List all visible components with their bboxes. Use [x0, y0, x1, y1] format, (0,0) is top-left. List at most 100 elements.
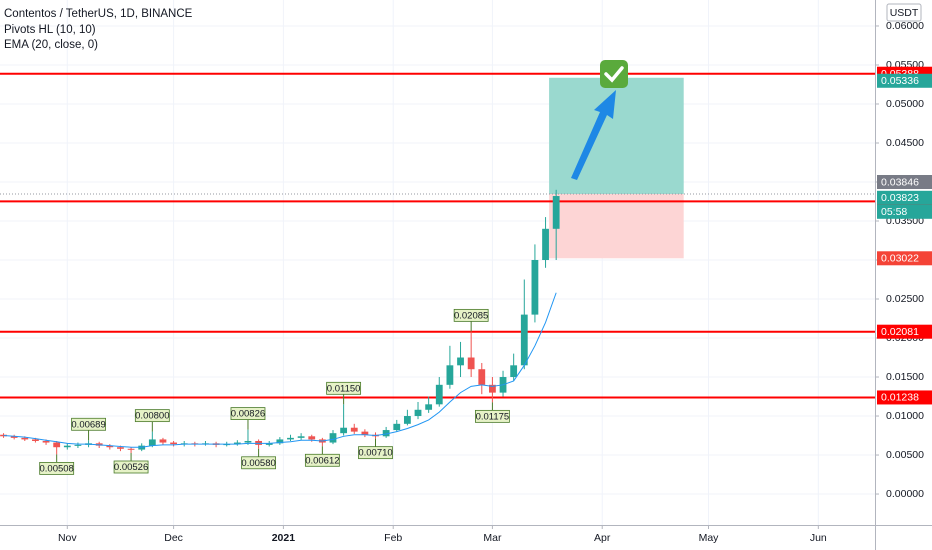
entry-badge-label: 0.03846: [881, 176, 919, 188]
candle-body: [276, 439, 284, 444]
x-tick-label: Dec: [164, 532, 183, 544]
target-zone: [549, 77, 684, 195]
pivot-label: 0.00710: [358, 448, 392, 459]
candle-body: [127, 448, 135, 450]
candle-body: [63, 445, 71, 448]
stop-badge-label: 0.03022: [881, 253, 919, 265]
x-tick-label: Nov: [58, 532, 77, 544]
x-tick-label: 2021: [272, 532, 296, 544]
pivot-box: [241, 456, 277, 470]
entry-badge: [877, 175, 932, 190]
x-tick-label: Apr: [594, 532, 611, 544]
candle-body: [414, 409, 422, 417]
y-tick-label: 0.05000: [886, 98, 924, 110]
candle-body: [382, 430, 390, 437]
candle-body: [393, 423, 401, 431]
level-badge: [877, 390, 932, 405]
candle-body: [446, 365, 454, 385]
candle-body: [403, 416, 411, 424]
ema-line: [3, 292, 557, 448]
target-badge-label: 0.05336: [881, 75, 919, 87]
currency-box: [886, 3, 922, 22]
pivot-box: [326, 381, 362, 395]
countdown-badge: [877, 204, 932, 219]
pivot-box: [453, 308, 489, 322]
candle-body: [159, 439, 167, 443]
price-badges: 0.053880.037510.020810.012380.053360.030…: [877, 66, 932, 405]
level-badge: [877, 324, 932, 339]
candle-body: [340, 427, 348, 434]
pivot-label: 0.00826: [231, 409, 265, 420]
levels: [0, 72, 875, 399]
annotations: [571, 60, 628, 180]
pivot-box: [39, 462, 75, 475]
pivot-box: [475, 409, 510, 423]
indicator-label: Pivots HL (10, 10): [4, 24, 96, 36]
y-tick-label: 0.01500: [886, 371, 924, 383]
target-badge: [877, 73, 932, 88]
arrow: [571, 90, 616, 180]
candle-body: [106, 445, 114, 448]
pivot-label: 0.00526: [114, 462, 148, 473]
pivot-box: [230, 407, 266, 420]
pivot-box: [134, 409, 170, 423]
candle-body: [478, 369, 486, 385]
y-tick-label: 0.04500: [886, 137, 924, 149]
candle-body: [425, 404, 433, 410]
level-badge-label: 0.02081: [881, 326, 919, 338]
candle-body: [361, 431, 369, 435]
stop-badge: [877, 251, 932, 266]
candle-body: [287, 437, 294, 440]
x-tick-label: Jun: [810, 532, 827, 544]
candle-body: [489, 384, 496, 393]
pivot-label: 0.00580: [241, 458, 275, 469]
check-icon: [600, 60, 628, 88]
pivot-label: 0.00689: [71, 419, 105, 430]
pivot-label: 0.01150: [327, 383, 361, 394]
y-tick-label: 0.01000: [886, 410, 924, 422]
candle-body: [297, 436, 305, 438]
y-tick-label: 0.00500: [886, 449, 924, 461]
candle-body: [170, 442, 177, 445]
pivot-label: 0.01175: [476, 411, 510, 422]
candle-body: [233, 442, 241, 445]
pivot-label: 0.00508: [40, 463, 74, 474]
y-tick-label: 0.00000: [886, 488, 924, 500]
pivot-box: [358, 446, 393, 460]
candle-body: [308, 436, 316, 440]
plot: 0.00689 0.00800 0.00826 0.01150 0.02085 0.005…: [0, 189, 560, 475]
stop-zone: [549, 194, 684, 259]
last-price-badge-label: 0.03823: [881, 192, 919, 204]
y-tick-label: 0.06000: [886, 20, 924, 32]
pivot-label: 0.00800: [135, 411, 169, 422]
candle-body: [531, 260, 539, 315]
candle-body: [42, 440, 50, 443]
candle-body: [542, 228, 549, 261]
check-mark: [604, 66, 624, 83]
candle-body: [21, 437, 29, 440]
currency: USDT: [890, 7, 919, 19]
pivot-box: [71, 417, 106, 431]
pivot-box: [113, 460, 149, 474]
x-tick-label: Mar: [483, 532, 502, 544]
candle-body: [435, 384, 443, 405]
y-tick-label: 0.02500: [886, 293, 924, 305]
candle-body: [244, 440, 252, 443]
candle-body: [117, 447, 124, 449]
chart-title: Contentos / TetherUS, 1D, BINANCE: [4, 8, 193, 20]
indicator-label: EMA (20, close, 0): [4, 39, 98, 51]
last-price-badge: [877, 190, 932, 205]
candle-body: [265, 443, 273, 445]
candle-body: [74, 444, 82, 446]
candle-body: [329, 433, 337, 443]
x-tick-label: May: [699, 532, 720, 544]
pivot-box: [304, 453, 340, 467]
candle-body: [53, 442, 61, 448]
countdown: 05:58: [881, 206, 907, 218]
x-tick-label: Feb: [384, 532, 402, 544]
candle-body: [350, 427, 358, 432]
level-badge-label: 0.01238: [881, 392, 919, 404]
candle-body: [148, 439, 156, 446]
